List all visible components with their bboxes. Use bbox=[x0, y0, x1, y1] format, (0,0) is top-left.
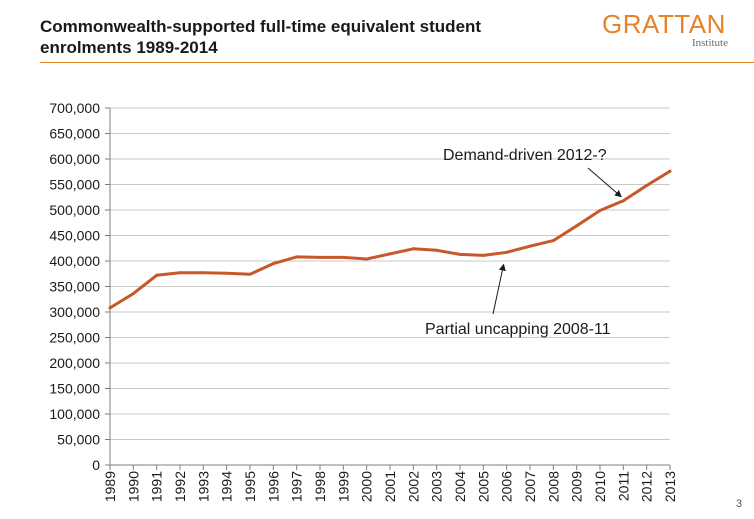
logo-subtitle: Institute bbox=[691, 37, 728, 49]
series-line bbox=[108, 169, 672, 310]
y-tick-label: 150,000 bbox=[49, 381, 100, 397]
x-tick-label: 2005 bbox=[475, 471, 491, 502]
y-tick-label: 550,000 bbox=[49, 177, 100, 193]
x-tick-label: 2000 bbox=[359, 471, 375, 502]
page-number: 3 bbox=[736, 498, 743, 510]
data-point bbox=[388, 252, 392, 256]
gridlines bbox=[110, 107, 670, 440]
data-point bbox=[248, 272, 252, 276]
header-divider bbox=[40, 62, 754, 63]
data-point bbox=[481, 253, 485, 257]
x-tick-label: 1989 bbox=[102, 471, 118, 502]
y-tick-label: 400,000 bbox=[49, 253, 100, 269]
y-tick-label: 300,000 bbox=[49, 304, 100, 320]
y-tick-label: 500,000 bbox=[49, 202, 100, 218]
x-tick-label: 2010 bbox=[592, 471, 608, 502]
annotation-label: Demand-driven 2012-? bbox=[443, 147, 607, 164]
x-tick-label: 1998 bbox=[312, 471, 328, 502]
x-tick-label: 1990 bbox=[125, 471, 141, 502]
data-point bbox=[201, 271, 205, 275]
series bbox=[108, 169, 672, 310]
x-tick-label: 1996 bbox=[265, 471, 281, 502]
x-tick-label: 2007 bbox=[522, 471, 538, 502]
data-point bbox=[551, 239, 555, 243]
x-tick-label: 1995 bbox=[242, 471, 258, 502]
x-tick-label: 1994 bbox=[219, 471, 235, 502]
data-point bbox=[271, 262, 275, 266]
data-point bbox=[598, 209, 602, 213]
x-axis-ticks: 1989 1990 1991 1992 1993 1994 1995 1996 1997 1998… bbox=[102, 471, 678, 502]
y-tick-label: 250,000 bbox=[49, 330, 100, 346]
data-point bbox=[318, 255, 322, 259]
data-point bbox=[108, 306, 112, 310]
annotation-arrow bbox=[492, 263, 506, 315]
axes bbox=[105, 107, 671, 470]
annotation-arrow bbox=[587, 167, 622, 198]
data-point bbox=[505, 250, 509, 254]
data-point bbox=[411, 247, 415, 251]
logo-wordmark: GRATTAN bbox=[602, 9, 726, 39]
y-tick-label: 200,000 bbox=[49, 355, 100, 371]
x-tick-label: 1997 bbox=[289, 471, 305, 502]
x-tick-label: 1991 bbox=[149, 471, 165, 502]
y-tick-label: 600,000 bbox=[49, 151, 100, 167]
y-tick-label: 450,000 bbox=[49, 228, 100, 244]
y-tick-label: 650,000 bbox=[49, 126, 100, 142]
x-tick-label: 2003 bbox=[429, 471, 445, 502]
x-tick-label: 2002 bbox=[405, 471, 421, 502]
data-point bbox=[458, 252, 462, 256]
x-tick-label: 1999 bbox=[335, 471, 351, 502]
data-point bbox=[365, 257, 369, 261]
y-tick-label: 50,000 bbox=[57, 432, 100, 448]
y-axis-ticks: 0 50,000 100,000 150,000 200,000 250,000 300,0… bbox=[49, 100, 100, 473]
data-point bbox=[131, 292, 135, 296]
data-point bbox=[645, 184, 649, 188]
data-point bbox=[668, 169, 672, 173]
data-point bbox=[295, 255, 299, 259]
data-point bbox=[528, 244, 532, 248]
annotation-label: Partial uncapping 2008-11 bbox=[425, 321, 611, 338]
x-tick-label: 2009 bbox=[569, 471, 585, 502]
x-tick-label: 2013 bbox=[662, 471, 678, 502]
data-point bbox=[575, 224, 579, 228]
x-tick-label: 2008 bbox=[545, 471, 561, 502]
data-point bbox=[178, 271, 182, 275]
x-tick-label: 2012 bbox=[639, 471, 655, 502]
x-tick-label: 1993 bbox=[195, 471, 211, 502]
grattan-logo: GRATTAN Institute bbox=[602, 10, 732, 50]
x-tick-label: 1992 bbox=[172, 471, 188, 502]
x-tick-label: 2001 bbox=[382, 471, 398, 502]
x-tick-label: 2006 bbox=[499, 471, 515, 502]
data-point bbox=[225, 271, 229, 275]
data-point bbox=[435, 248, 439, 252]
y-tick-label: 0 bbox=[92, 457, 100, 473]
data-point bbox=[155, 273, 159, 277]
title-line-2: enrolments 1989-2014 bbox=[40, 38, 218, 57]
y-tick-label: 100,000 bbox=[49, 406, 100, 422]
data-point bbox=[621, 199, 625, 203]
x-tick-label: 2011 bbox=[615, 471, 631, 501]
x-tick-label: 2004 bbox=[452, 471, 468, 502]
data-point bbox=[341, 255, 345, 259]
chart-title: Commonwealth-supported full-time equival… bbox=[40, 16, 580, 58]
y-tick-label: 700,000 bbox=[49, 100, 100, 116]
y-tick-label: 350,000 bbox=[49, 279, 100, 295]
annotations: Demand-driven 2012-? Partial uncapping 20… bbox=[425, 147, 622, 338]
title-line-1: Commonwealth-supported full-time equival… bbox=[40, 17, 482, 36]
